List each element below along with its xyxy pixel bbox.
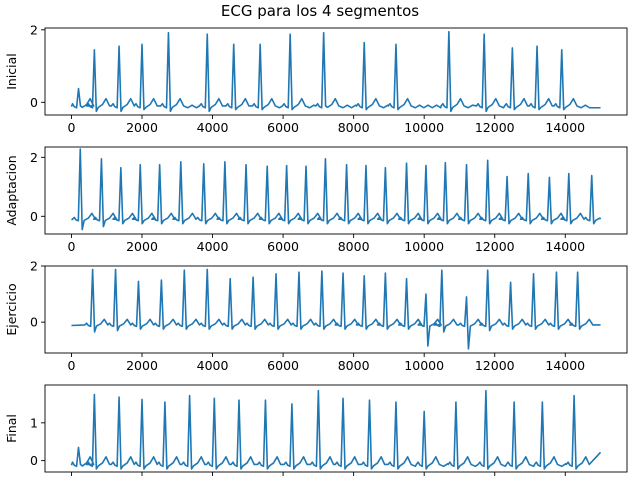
x-tick-label: 6000: [267, 358, 299, 373]
y-axis-label: Ejercicio: [4, 283, 19, 335]
y-tick-label: 0: [30, 453, 38, 468]
panels-group: 0 2000 4000 6000 8000 10000 12000 1400002Inicia…: [4, 22, 628, 480]
axes-frame: [44, 27, 628, 116]
ecg-series-line: [70, 30, 601, 113]
x-tick-label: 12000: [475, 120, 515, 135]
subplot-4: 0 2000 4000 6000 8000 10000 12000 14000 0 1 Final: [4, 384, 628, 480]
x-tick-label: 0: [67, 477, 75, 480]
x-tick-label: 4000: [197, 477, 229, 480]
x-tick-label: 2000: [126, 477, 158, 480]
y-tick-label: 2: [30, 22, 38, 37]
x-tick-label: 12000: [475, 239, 515, 254]
y-tick-label: 0: [30, 95, 38, 110]
ecg-series-line: [71, 268, 601, 350]
x-tick-label: 6000: [267, 120, 299, 135]
subplot-3: 0 2000 4000 6000 8000 10000 12000 14000 0 2 Ejerci…: [4, 259, 628, 373]
x-tick-label: 14000: [545, 477, 585, 480]
y-tick-label: 1: [30, 415, 38, 430]
y-axis-label: Adaptacion: [4, 155, 19, 225]
axes-frame: [44, 265, 628, 354]
x-tick-label: 6000: [267, 477, 299, 480]
x-tick-label: 6000: [267, 239, 299, 254]
x-tick-label: 4000: [197, 239, 229, 254]
x-tick-label: 4000: [197, 358, 229, 373]
y-tick-label: 2: [30, 150, 38, 165]
y-tick-label: 0: [30, 209, 38, 224]
x-tick-label: 2000: [126, 120, 158, 135]
subplot-1: 0 2000 4000 6000 8000 10000 12000 14000 0 2 Inicia…: [4, 22, 628, 135]
figure-title: ECG para los 4 segmentos: [221, 2, 419, 20]
x-tick-label: 12000: [475, 477, 515, 480]
x-tick-label: 8000: [338, 120, 370, 135]
x-tick-label: 12000: [475, 358, 515, 373]
y-axis-label: Final: [4, 414, 19, 443]
ecg-series-line: [70, 389, 602, 470]
y-tick-label: 2: [30, 259, 38, 274]
x-tick-label: 10000: [404, 120, 444, 135]
axes-frame: [44, 146, 628, 235]
x-tick-label: 10000: [404, 239, 444, 254]
x-tick-label: 14000: [545, 358, 585, 373]
x-tick-label: 0: [67, 358, 75, 373]
y-axis-label: Inicial: [4, 53, 19, 90]
x-tick-label: 14000: [545, 120, 585, 135]
x-tick-label: 10000: [404, 358, 444, 373]
ecg-series-line: [71, 148, 602, 231]
x-tick-label: 8000: [338, 477, 370, 480]
x-tick-label: 2000: [126, 239, 158, 254]
x-tick-label: 2000: [126, 358, 158, 373]
x-tick-label: 10000: [404, 477, 444, 480]
x-tick-label: 0: [67, 239, 75, 254]
x-tick-label: 0: [67, 120, 75, 135]
x-tick-label: 4000: [197, 120, 229, 135]
subplot-2: 0 2000 4000 6000 8000 10000 12000 14000 0 2 Adapta…: [4, 146, 628, 254]
y-tick-label: 0: [30, 315, 38, 330]
axes-frame: [44, 384, 628, 473]
x-tick-label: 8000: [338, 239, 370, 254]
x-tick-label: 8000: [338, 358, 370, 373]
x-tick-label: 14000: [545, 239, 585, 254]
